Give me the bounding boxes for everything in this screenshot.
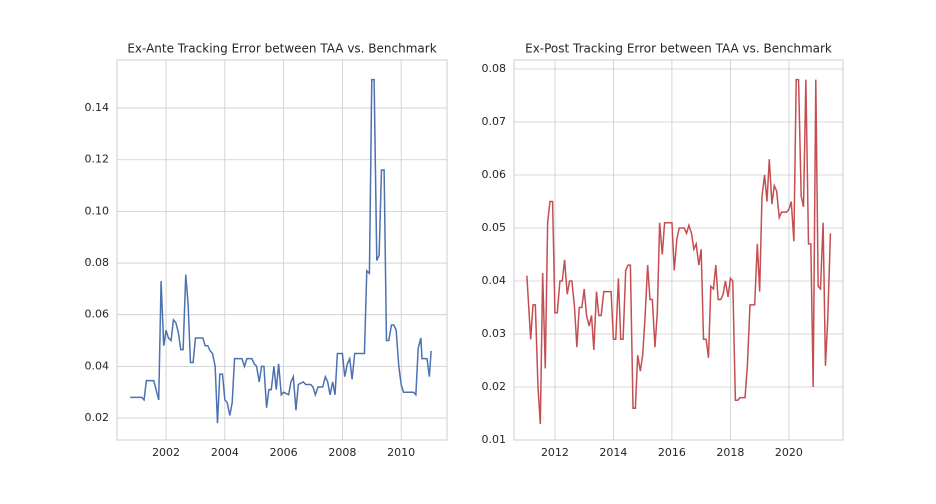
x-tick-label: 2012 <box>541 446 569 459</box>
y-tick-label: 0.02 <box>85 411 110 424</box>
y-tick-label: 0.08 <box>482 62 507 75</box>
y-tick-label: 0.07 <box>482 115 507 128</box>
x-tick-label: 2014 <box>599 446 627 459</box>
y-tick-label: 0.10 <box>85 204 110 217</box>
x-tick-label: 2010 <box>387 446 415 459</box>
x-tick-label: 2020 <box>775 446 803 459</box>
y-tick-label: 0.06 <box>85 308 110 321</box>
y-tick-label: 0.02 <box>482 380 507 393</box>
axes-frame <box>513 59 844 441</box>
chart-title: Ex-Ante Tracking Error between TAA vs. B… <box>127 42 436 56</box>
x-tick-label: 2008 <box>328 446 356 459</box>
x-tick-label: 2004 <box>211 446 239 459</box>
y-tick-label: 0.05 <box>482 221 507 234</box>
y-tick-label: 0.14 <box>85 101 110 114</box>
axes-frame <box>116 59 448 441</box>
x-tick-label: 2006 <box>270 446 298 459</box>
data-line <box>130 78 432 424</box>
y-tick-label: 0.06 <box>482 168 507 181</box>
y-tick-label: 0.03 <box>482 327 507 340</box>
y-tick-label: 0.04 <box>482 274 507 287</box>
y-tick-label: 0.04 <box>85 359 110 372</box>
data-line <box>526 78 832 425</box>
x-tick-label: 2016 <box>658 446 686 459</box>
chart-title: Ex-Post Tracking Error between TAA vs. B… <box>525 42 832 56</box>
y-tick-label: 0.12 <box>85 153 110 166</box>
y-tick-label: 0.08 <box>85 256 110 269</box>
x-tick-label: 2018 <box>716 446 744 459</box>
y-tick-label: 0.01 <box>482 433 507 446</box>
x-tick-label: 2002 <box>152 446 180 459</box>
